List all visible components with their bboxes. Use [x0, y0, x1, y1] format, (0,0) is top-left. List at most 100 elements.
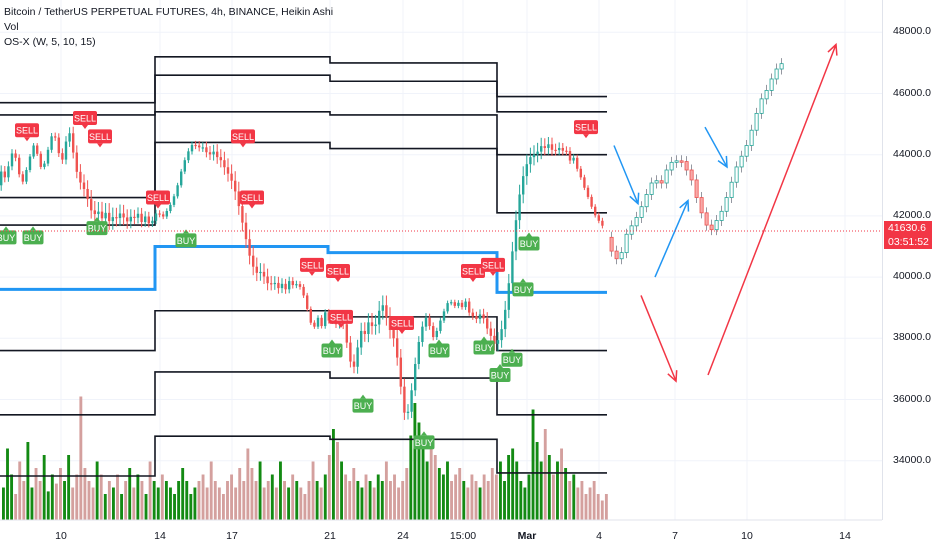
- signal-sell: SELL: [481, 257, 505, 276]
- volume-bar: [507, 455, 511, 520]
- volume-bar: [499, 461, 502, 520]
- volume-bar: [564, 468, 568, 520]
- indicator-osx[interactable]: OS-X (W, 5, 10, 15): [4, 36, 96, 48]
- projected-candle-body: [674, 160, 679, 163]
- indicator-vol[interactable]: Vol: [4, 21, 19, 33]
- volume-bar: [307, 481, 311, 520]
- signal-label: BUY: [415, 438, 434, 448]
- signal-label: SELL: [330, 312, 352, 322]
- volume-bar: [144, 494, 148, 520]
- volume-bar: [531, 409, 535, 520]
- signal-badge-bg: [428, 343, 450, 358]
- volume-bar: [393, 474, 396, 520]
- signal-badge-bg: [352, 398, 374, 413]
- volume-bar: [360, 487, 364, 520]
- candle-body: [352, 361, 356, 367]
- volume-bar: [543, 429, 547, 520]
- candles: [0, 58, 784, 420]
- projected-candle-body: [634, 217, 639, 227]
- volume-bar: [433, 455, 437, 520]
- signal-pointer: [24, 137, 30, 142]
- volume-bar: [490, 468, 494, 520]
- volume-bar: [226, 481, 229, 520]
- price-tick-label: 46000.0: [893, 86, 931, 99]
- signal-buy: BUY: [86, 217, 108, 236]
- candle-body: [115, 217, 118, 219]
- projected-candle-body: [609, 236, 614, 252]
- volume-bar: [18, 461, 22, 520]
- volume-bar: [246, 448, 250, 520]
- signal-buy: BUY: [413, 431, 435, 450]
- bar-countdown: 03:51:52: [888, 236, 929, 248]
- projected-candle-body: [719, 210, 724, 221]
- candle-body: [201, 147, 204, 149]
- candle-body: [442, 311, 446, 321]
- volume-bar: [71, 487, 75, 520]
- candle-body: [363, 330, 366, 335]
- volume-bar: [181, 468, 185, 520]
- candle-body: [118, 213, 122, 219]
- signal-badge-bg: [22, 230, 44, 245]
- candle-body: [54, 136, 57, 138]
- candle-body: [561, 147, 564, 151]
- volume-bar: [193, 487, 197, 520]
- candle-body: [108, 212, 111, 222]
- trend-arrow-head: [717, 155, 728, 169]
- signal-sell: SELL: [73, 110, 97, 129]
- signal-label: BUY: [475, 343, 494, 353]
- signal-label: SELL: [74, 113, 96, 123]
- candle-body: [266, 276, 269, 284]
- trend-arrow-red: [640, 295, 678, 383]
- candle-body: [39, 153, 42, 167]
- candle-body: [493, 335, 496, 344]
- signal-label: BUY: [430, 346, 449, 356]
- volume-bar: [454, 474, 458, 520]
- volume-bar: [124, 481, 128, 520]
- volume-bar: [14, 494, 18, 520]
- candle-body: [428, 317, 431, 327]
- signal-label: BUY: [514, 285, 533, 295]
- candle-body: [262, 271, 266, 277]
- candle-body: [324, 312, 327, 327]
- volume-bar: [340, 461, 344, 520]
- volume-bar: [120, 494, 124, 520]
- projected-candle-body: [704, 212, 709, 226]
- volume-bar: [262, 487, 266, 520]
- volume-bar: [209, 461, 213, 520]
- signal-pointer: [583, 134, 589, 139]
- volume-bar: [34, 468, 38, 520]
- volume-bar: [6, 448, 9, 520]
- volume-bar: [372, 487, 376, 520]
- signal-sell: SELL: [15, 123, 39, 142]
- projected-candle-body: [729, 181, 734, 198]
- time-tick-label: 21: [324, 530, 336, 542]
- symbol-title[interactable]: Bitcoin / TetherUS PERPETUAL FUTURES, 4h…: [4, 6, 334, 18]
- volume-bar: [238, 468, 242, 520]
- volume-bar: [2, 487, 5, 520]
- time-tick-label: 7: [672, 530, 678, 542]
- volume-bar: [242, 481, 246, 520]
- candle-body: [453, 302, 456, 306]
- signal-sell: SELL: [390, 316, 414, 334]
- candle-body: [277, 282, 280, 289]
- candle-body: [558, 147, 561, 151]
- volume-bar: [91, 487, 95, 520]
- volume-bar: [344, 474, 348, 520]
- signal-buy: BUY: [473, 336, 495, 355]
- chart-legend[interactable]: Bitcoin / TetherUS PERPETUAL FUTURES, 4h…: [4, 5, 333, 50]
- price-tick-label: 34000.0: [893, 453, 931, 466]
- candle-body: [417, 341, 420, 365]
- candle-body: [306, 295, 309, 309]
- signal-sell: SELL: [88, 129, 112, 148]
- candle-body: [14, 153, 17, 158]
- candle-body: [432, 326, 435, 338]
- signal-badge-bg: [15, 123, 39, 138]
- projected-candle-body: [644, 194, 649, 208]
- drawing-arrows[interactable]: [613, 42, 838, 383]
- candle-body: [241, 206, 244, 223]
- candle-body: [187, 151, 190, 161]
- volume-bar: [295, 481, 299, 520]
- volume-histogram: [2, 396, 608, 520]
- projected-candle-body: [639, 206, 644, 218]
